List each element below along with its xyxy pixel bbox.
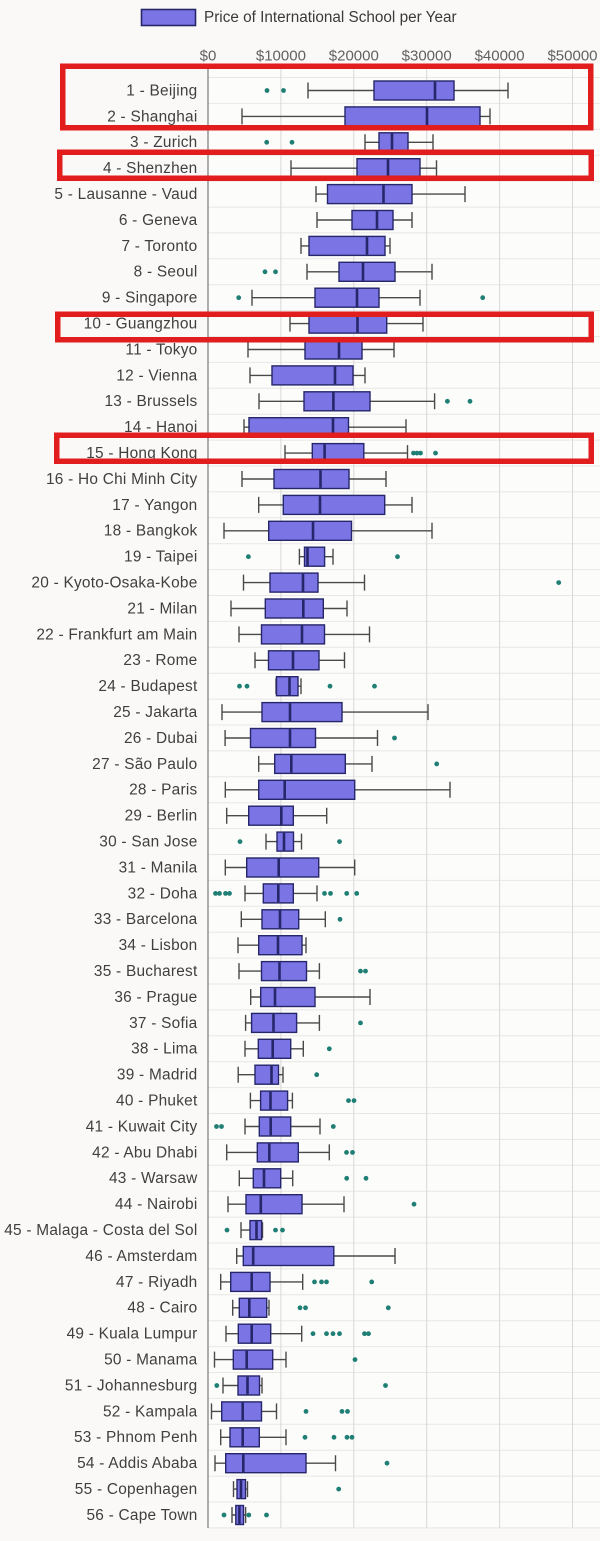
svg-text:26 - Dubai: 26 - Dubai — [124, 730, 198, 747]
svg-text:10 - Guangzhou: 10 - Guangzhou — [84, 316, 198, 333]
svg-text:53 - Phnom Penh: 53 - Phnom Penh — [74, 1429, 198, 1446]
svg-text:32 - Doha: 32 - Doha — [128, 885, 198, 902]
svg-text:48 - Cairo: 48 - Cairo — [127, 1300, 197, 1317]
svg-text:Price of International School: Price of International School per Year — [204, 9, 457, 26]
svg-text:40 - Phuket: 40 - Phuket — [116, 1093, 198, 1110]
svg-text:8 - Seoul: 8 - Seoul — [134, 264, 198, 281]
svg-text:52 - Kampala: 52 - Kampala — [103, 1403, 198, 1420]
svg-text:45 - Malaga - Costa del Sol: 45 - Malaga - Costa del Sol — [4, 1222, 197, 1239]
svg-text:7 - Toronto: 7 - Toronto — [121, 238, 197, 255]
svg-text:4 - Shenzhen: 4 - Shenzhen — [103, 160, 198, 177]
svg-text:2 - Shanghai: 2 - Shanghai — [107, 108, 197, 125]
svg-text:$50000: $50000 — [547, 48, 597, 65]
svg-text:44 - Nairobi: 44 - Nairobi — [115, 1196, 198, 1213]
svg-text:31 - Manila: 31 - Manila — [119, 859, 198, 876]
svg-text:14 - Hanoi: 14 - Hanoi — [124, 419, 198, 436]
svg-text:18 - Bangkok: 18 - Bangkok — [104, 523, 198, 540]
svg-text:11 - Tokyo: 11 - Tokyo — [125, 341, 197, 358]
svg-text:47 - Riyadh: 47 - Riyadh — [116, 1274, 197, 1291]
svg-text:49 - Kuala Lumpur: 49 - Kuala Lumpur — [67, 1326, 198, 1343]
svg-text:16 - Ho Chi Minh City: 16 - Ho Chi Minh City — [46, 471, 198, 488]
svg-text:$40000: $40000 — [475, 48, 525, 65]
svg-text:21 - Milan: 21 - Milan — [127, 600, 197, 617]
svg-text:34 - Lisbon: 34 - Lisbon — [119, 937, 198, 954]
svg-text:17 - Yangon: 17 - Yangon — [112, 497, 197, 514]
svg-text:6 - Geneva: 6 - Geneva — [119, 212, 198, 229]
svg-text:41 - Kuwait City: 41 - Kuwait City — [86, 1118, 198, 1135]
svg-text:$30000: $30000 — [402, 48, 452, 65]
svg-text:13 - Brussels: 13 - Brussels — [104, 393, 197, 410]
svg-text:$20000: $20000 — [329, 48, 379, 65]
svg-text:$0: $0 — [200, 48, 217, 65]
svg-text:39 - Madrid: 39 - Madrid — [117, 1067, 198, 1084]
svg-text:37 - Sofia: 37 - Sofia — [129, 1015, 198, 1032]
svg-text:51 - Johannesburg: 51 - Johannesburg — [65, 1377, 198, 1394]
svg-text:5 - Lausanne - Vaud: 5 - Lausanne - Vaud — [54, 186, 197, 203]
svg-text:42 - Abu Dhabi: 42 - Abu Dhabi — [92, 1144, 197, 1161]
svg-text:22 - Frankfurt am Main: 22 - Frankfurt am Main — [36, 626, 197, 643]
svg-text:30 - San Jose: 30 - San Jose — [99, 834, 197, 851]
svg-text:19 - Taipei: 19 - Taipei — [124, 549, 197, 566]
svg-text:3 - Zurich: 3 - Zurich — [130, 134, 198, 151]
svg-text:56 - Cape Town: 56 - Cape Town — [86, 1507, 197, 1524]
svg-text:54 - Addis Ababa: 54 - Addis Ababa — [77, 1455, 198, 1472]
svg-text:33 - Barcelona: 33 - Barcelona — [94, 911, 198, 928]
svg-text:46 - Amsterdam: 46 - Amsterdam — [85, 1248, 197, 1265]
svg-text:23 - Rome: 23 - Rome — [123, 652, 197, 669]
svg-text:$10000: $10000 — [256, 48, 306, 65]
svg-text:25 - Jakarta: 25 - Jakarta — [113, 704, 197, 721]
svg-text:29 - Berlin: 29 - Berlin — [125, 808, 198, 825]
svg-text:1 - Beijing: 1 - Beijing — [126, 82, 197, 99]
svg-text:35 - Bucharest: 35 - Bucharest — [94, 963, 198, 980]
svg-text:36 - Prague: 36 - Prague — [114, 989, 197, 1006]
svg-text:12 - Vienna: 12 - Vienna — [116, 367, 197, 384]
svg-text:38 - Lima: 38 - Lima — [131, 1041, 198, 1058]
svg-text:15 - Hong Kong: 15 - Hong Kong — [86, 445, 197, 462]
svg-text:55 - Copenhagen: 55 - Copenhagen — [75, 1481, 198, 1498]
svg-text:24 - Budapest: 24 - Budapest — [98, 678, 198, 695]
svg-text:28 - Paris: 28 - Paris — [129, 782, 197, 799]
svg-text:50 - Manama: 50 - Manama — [104, 1352, 198, 1369]
svg-text:9 - Singapore: 9 - Singapore — [102, 290, 198, 307]
svg-text:27 - São Paulo: 27 - São Paulo — [92, 756, 197, 773]
svg-text:20 - Kyoto-Osaka-Kobe: 20 - Kyoto-Osaka-Kobe — [31, 575, 197, 592]
svg-text:43 - Warsaw: 43 - Warsaw — [109, 1170, 198, 1187]
